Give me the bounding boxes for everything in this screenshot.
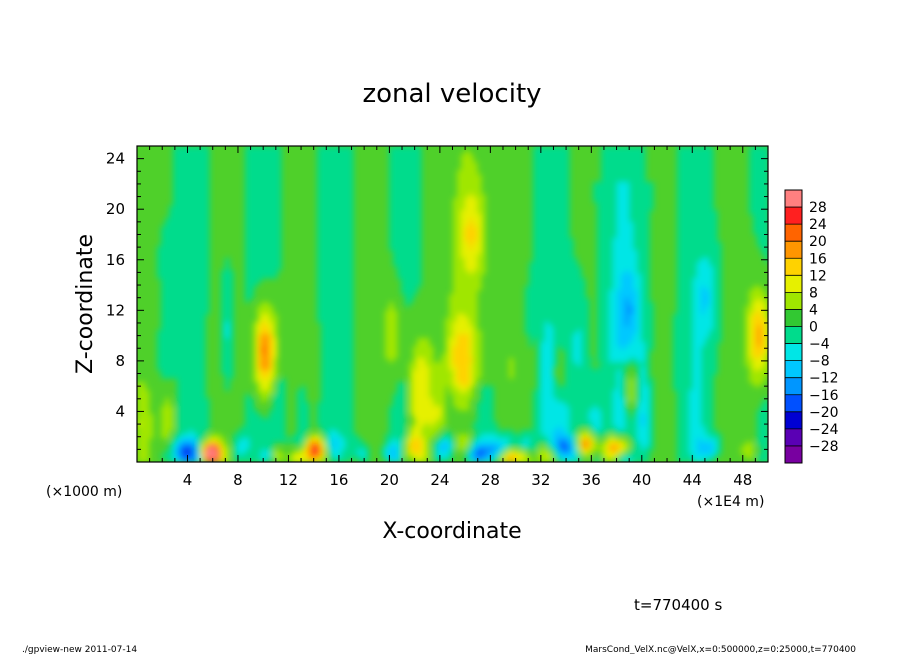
colorbar-swatch xyxy=(785,309,802,327)
colorbar-swatch xyxy=(785,445,802,464)
colorbar-swatch xyxy=(785,428,802,447)
colorbar-swatch xyxy=(785,377,802,396)
x-tick-label: 20 xyxy=(380,471,399,489)
colorbar-label: 28 xyxy=(809,200,827,216)
colorbar-swatch xyxy=(785,275,802,293)
colorbar-label: 0 xyxy=(809,320,818,336)
colorbar-label: 4 xyxy=(809,302,818,318)
colorbar-label: −20 xyxy=(809,405,839,421)
colorbar-label: −16 xyxy=(809,388,839,404)
x-tick-label: 48 xyxy=(733,471,752,489)
y-axis-label: Z-coordinate xyxy=(73,234,98,374)
x-tick-label: 36 xyxy=(582,471,601,489)
colorbar-swatch xyxy=(785,326,802,344)
time-label: t=770400 s xyxy=(634,596,722,614)
colorbar-label: −24 xyxy=(809,422,839,438)
colorbar-swatch xyxy=(785,292,802,310)
x-tick-label: 32 xyxy=(531,471,550,489)
x-unit-label: (×1E4 m) xyxy=(697,494,764,510)
x-tick-label: 12 xyxy=(279,471,298,489)
y-tick-label: 4 xyxy=(115,402,125,420)
colorbar-swatch xyxy=(785,241,802,259)
colorbar-label: 24 xyxy=(809,217,827,233)
colorbar-swatch xyxy=(785,360,802,378)
colorbar-swatch xyxy=(785,190,802,208)
x-axis-ticks: 4 8 12 16 20 24 28 32 36 40 44 48 xyxy=(149,146,756,489)
y-tick-label: 12 xyxy=(106,301,125,319)
chart-title: zonal velocity xyxy=(362,79,541,109)
colorbar-swatch xyxy=(785,207,802,225)
y-tick-label: 16 xyxy=(106,251,125,269)
footer-left: ./gpview-new 2011-07-14 xyxy=(22,645,137,654)
y-unit-label: (×1000 m) xyxy=(46,484,122,500)
y-tick-label: 24 xyxy=(106,150,125,168)
y-tick-label: 8 xyxy=(115,352,125,370)
colorbar-swatch xyxy=(785,258,802,276)
colorbar-swatch xyxy=(785,343,802,361)
colorbar-label: −8 xyxy=(809,354,830,370)
colorbar-swatch xyxy=(785,411,802,430)
y-tick-label: 20 xyxy=(106,200,125,218)
colorbar-label: −4 xyxy=(809,337,830,353)
x-tick-label: 24 xyxy=(430,471,449,489)
colorbar-swatch xyxy=(785,394,802,413)
heatmap-field xyxy=(137,146,768,462)
colorbar-swatch xyxy=(785,224,802,242)
colorbar-label: −12 xyxy=(809,371,839,387)
colorbar-label: 8 xyxy=(809,285,818,301)
x-tick-label: 8 xyxy=(233,471,243,489)
x-tick-label: 40 xyxy=(632,471,651,489)
x-tick-label: 44 xyxy=(683,471,702,489)
footer-right: MarsCond_VelX.nc@VelX,x=0:500000,z=0:250… xyxy=(585,645,856,654)
x-tick-label: 4 xyxy=(183,471,193,489)
x-tick-label: 28 xyxy=(481,471,500,489)
colorbar-label: −28 xyxy=(809,439,839,455)
colorbar-label: 16 xyxy=(809,251,827,267)
x-tick-label: 16 xyxy=(329,471,348,489)
colorbar-label: 12 xyxy=(809,268,827,284)
colorbar-label: 20 xyxy=(809,234,827,250)
x-axis-label: X-coordinate xyxy=(382,519,521,544)
y-axis-ticks: 4 8 12 16 20 24 xyxy=(106,150,768,450)
